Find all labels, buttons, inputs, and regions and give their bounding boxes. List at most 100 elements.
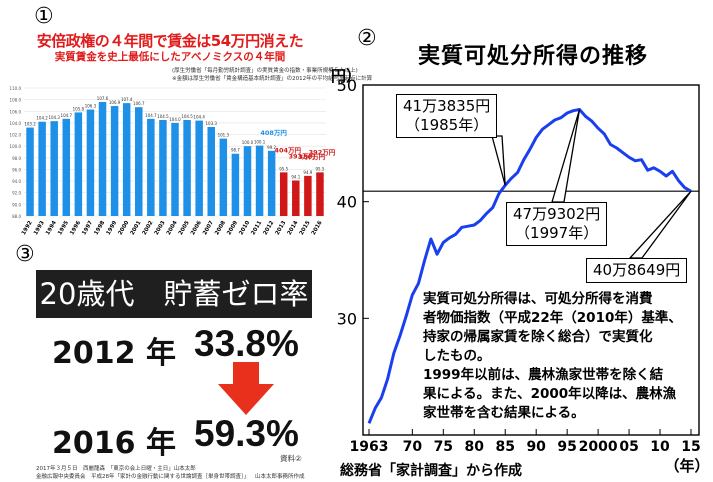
bar-2000 [122, 103, 131, 216]
savings-ref-label: 資料② [280, 454, 302, 463]
description-line-7: 家世帯を含む結果による。 [423, 405, 585, 421]
x-tick-label: 2016 [311, 220, 324, 236]
bar-2004 [171, 122, 179, 216]
chart2-y-tick-label: 50 [337, 76, 357, 95]
bar-data-label: 104.3 [48, 115, 60, 120]
bar-2013 [279, 172, 288, 216]
chart2-description: 実質可処分所得は、可処分所得を消費 者物価指数（平成22年（2010年）基準、 … [423, 290, 682, 423]
chart2-x-tick-label: 90 [526, 439, 546, 455]
panel-marker-3: ③ [15, 242, 35, 267]
bar-2001 [135, 107, 143, 216]
x-tick-label: 2003 [154, 220, 167, 236]
bar-2002 [147, 118, 155, 216]
bar-1999 [110, 106, 119, 216]
x-tick-label: 2002 [142, 220, 155, 236]
savings-source-1: 2017年３月５日 西麗龍森 「東京の会上日曜・主日」山本太郎 [36, 466, 196, 472]
x-tick-label: 2010 [238, 220, 251, 236]
x-tick-label: 2000 [118, 220, 131, 236]
bar-2012 [267, 150, 276, 216]
down-arrow-icon [218, 362, 274, 415]
y-tick-label: 108.0 [10, 98, 22, 103]
x-tick-label: 2014 [287, 220, 300, 236]
x-tick-label: 1993 [33, 220, 46, 236]
bar-data-label: 94.9 [303, 170, 312, 175]
bar-2008 [219, 138, 228, 216]
callout-pointer-2015 [628, 190, 692, 259]
bar-data-label: 94.1 [291, 175, 300, 180]
bar-data-label: 103.2 [24, 122, 36, 127]
bar-1995 [62, 118, 71, 216]
x-tick-label: 1998 [93, 220, 106, 236]
x-tick-label: 2012 [263, 220, 276, 236]
chart2-x-tick-label: 2000 [579, 439, 618, 455]
y-tick-label: 92.0 [12, 191, 21, 196]
bar-data-label: 95.5 [316, 166, 325, 171]
chart2-y-tick-label: 40 [337, 193, 357, 212]
bar-data-label: 107.4 [121, 97, 133, 102]
wage-annotation: 380万円 [299, 153, 326, 161]
bar-2011 [255, 145, 264, 216]
chart1-subtitle: 実質賃金を史上最低にしたアベノミクスの４年間 [54, 51, 286, 63]
chart2-x-axis-label: （年） [664, 457, 709, 475]
chart2-x-tick-label: 1963 [350, 439, 389, 455]
bar-data-label: 103.3 [206, 121, 218, 126]
description-line-2: 者物価指数（平成22年（2010年）基準、 [423, 310, 682, 326]
chart2-y-axis-label: （万円） [330, 67, 361, 85]
chart1-title: 安倍政権の４年間で賃金は54万円消えた [36, 32, 304, 50]
panel-marker-2: ② [357, 26, 377, 51]
chart2-x-tick-label: 80 [465, 439, 485, 455]
chart2-frame [362, 84, 700, 436]
bar-data-label: 99.2 [267, 145, 276, 150]
bar-data-label: 106.7 [133, 101, 145, 106]
series-line-real-disposable-income [367, 108, 692, 424]
x-tick-label: 1997 [81, 220, 94, 236]
bar-data-label: 98.7 [231, 148, 240, 153]
chart1-bar-plot: 110.0 108.0 106.0 104.0 102.0 100.0 98.0 96.0 94… [10, 86, 336, 236]
x-tick-label: 1996 [69, 220, 82, 236]
y-tick-label: 102.0 [10, 133, 22, 138]
wage-annotation: 404万円 [274, 146, 301, 154]
bar-2014 [292, 180, 300, 216]
bar-1992 [26, 127, 34, 216]
chart2-x-tick-label: 75 [434, 439, 453, 455]
chart2-x-tick-label: 10 [650, 439, 670, 455]
bar-1993 [38, 121, 46, 216]
description-line-6: 果による。また、2000年以降は、農林漁 [423, 386, 677, 402]
chart2-title: 実質可処分所得の推移 [418, 44, 649, 69]
bar-data-label: 100.1 [254, 140, 266, 145]
savings-source-2: 金融広報中央委員会 平成28年「家計の金融行動に関する世論調査［単身世帯調査］」 [36, 474, 250, 480]
description-line-1: 実質可処分所得は、可処分所得を消費 [423, 291, 653, 307]
y-tick-label: 100.0 [10, 144, 22, 149]
x-tick-label: 2013 [275, 220, 288, 236]
bar-2007 [207, 126, 215, 216]
x-tick-label: 2011 [250, 220, 263, 236]
y-tick-label: 106.0 [10, 109, 22, 114]
row-2016-value: 59.3% [194, 413, 299, 454]
callout-2015: 40万8649円 [586, 258, 688, 283]
bar-data-label: 104.4 [193, 115, 205, 120]
x-tick-label: 1992 [21, 220, 34, 236]
y-tick-label: 94.0 [12, 179, 21, 184]
bar-2005 [183, 120, 191, 216]
chart2-x-tick-label: 70 [403, 439, 423, 455]
description-line-3: 持家の帰属家賃を除く総合）で実質化 [423, 329, 653, 345]
x-tick-label: 2008 [214, 220, 227, 236]
x-tick-label: 2015 [299, 220, 312, 236]
y-tick-label: 104.0 [10, 121, 22, 126]
bar-data-label: 101.3 [218, 133, 230, 138]
bar-1997 [86, 109, 95, 216]
x-tick-label: 2009 [226, 220, 239, 236]
savings-source-right: 山本太郎事務所作成 [255, 474, 305, 480]
bar-data-label: 104.0 [169, 117, 181, 122]
bar-data-label: 106.9 [109, 100, 121, 105]
bar-2006 [195, 120, 203, 216]
y-tick-label: 98.0 [12, 156, 21, 161]
y-tick-label: 90.0 [12, 202, 21, 207]
callout-1985: 41万3835円 （1985年） [396, 94, 498, 138]
callout-1997-year: （1997年） [515, 224, 599, 242]
chart2-y-tick-label: 30 [337, 309, 357, 328]
bar-data-label: 104.5 [157, 114, 169, 119]
chart1-note-1: (厚生労働省「毎月勤労統計調査」の実質賃金の指数・事業所規模５人以上) [172, 68, 358, 74]
bar-1994 [50, 121, 58, 216]
callout-1985-value: 41万3835円 [403, 97, 491, 115]
